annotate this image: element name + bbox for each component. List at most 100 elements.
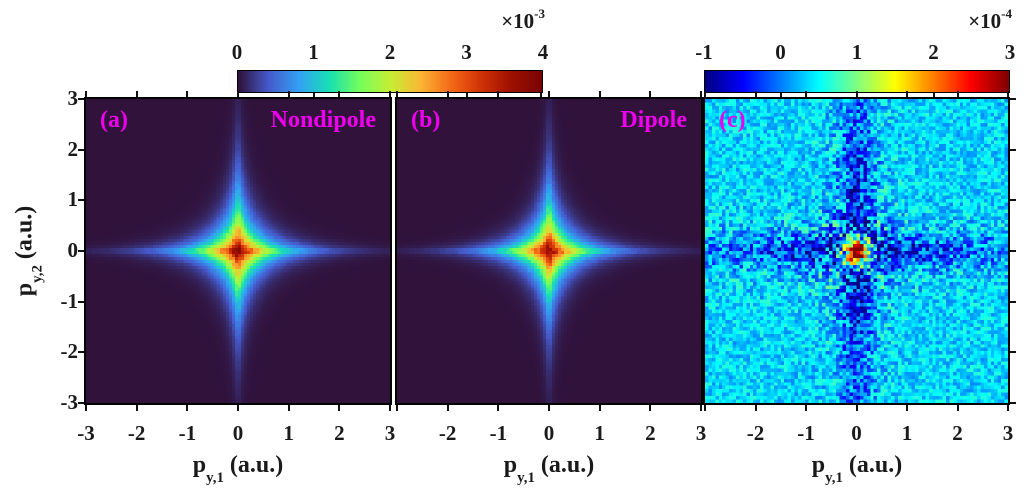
x-axis-label-b: py,1 (a.u.) (503, 452, 595, 486)
colorbar-c-exponent: ×10-4 (922, 6, 1012, 34)
x-tick (548, 91, 550, 97)
x-tick (704, 405, 706, 411)
colorbar-ab-exponent: ×10-3 (455, 6, 545, 34)
colorbar-tick-label: 3 (461, 40, 472, 64)
x-tick-label: 1 (594, 421, 605, 445)
x-axis-symbol: p (192, 452, 207, 478)
x-tick (396, 405, 398, 411)
exponent-power: -4 (1001, 6, 1012, 22)
x-tick (956, 91, 959, 97)
x-tick (548, 405, 550, 411)
x-axis-unit: (a.u.) (534, 452, 595, 478)
y-tick (78, 148, 84, 151)
x-axis-subscript: y,1 (517, 469, 535, 486)
x-tick-label: 0 (851, 421, 862, 445)
y-tick (78, 199, 84, 202)
x-tick-label: -2 (746, 421, 765, 445)
x-tick (85, 405, 87, 411)
colorbar-tick-label: 3 (1004, 40, 1016, 64)
x-tick (700, 91, 702, 97)
y-tick (78, 250, 84, 252)
colorbar-tick (932, 93, 935, 97)
x-tick (855, 405, 858, 411)
x-tick (396, 91, 398, 97)
x-tick-label: 1 (283, 421, 294, 445)
colorbar-tick-label: 0 (231, 40, 243, 64)
x-tick-label: 2 (952, 421, 963, 445)
colorbar-tick-label: 2 (928, 40, 939, 64)
x-axis-subscript: y,1 (206, 469, 224, 486)
y-tick (1010, 199, 1016, 202)
x-tick (649, 91, 652, 97)
y-tick (1010, 402, 1016, 404)
panel-c-label: (c) (719, 107, 746, 133)
x-tick (805, 91, 807, 97)
x-tick-label: -2 (127, 421, 146, 445)
y-tick-label: 2 (67, 136, 79, 161)
x-tick (135, 405, 138, 411)
panel-b-label: (b) (411, 107, 441, 133)
y-axis-subscript: y,2 (29, 265, 46, 283)
x-tick (497, 91, 500, 97)
y-tick (78, 300, 84, 303)
panel-a-title: Nondipole (270, 107, 376, 133)
x-tick-label: -1 (178, 421, 197, 445)
x-axis-symbol: p (503, 452, 518, 478)
y-tick (1010, 98, 1016, 100)
x-tick-label: -2 (438, 421, 457, 445)
y-tick-label: 0 (67, 238, 79, 262)
x-tick (389, 405, 391, 411)
colorbar-tick-label: 0 (775, 40, 786, 64)
x-tick (598, 91, 601, 97)
heatmap-canvas-c (705, 99, 1008, 403)
y-tick (1010, 250, 1016, 252)
exponent-base: ×10 (968, 9, 1002, 33)
x-tick (85, 91, 87, 97)
y-tick-label: -1 (60, 288, 79, 313)
y-tick (1010, 300, 1016, 303)
colorbar-ab (237, 70, 543, 93)
x-tick (237, 405, 239, 411)
colorbar-tick-label: 2 (384, 40, 396, 64)
x-tick (287, 91, 290, 97)
y-tick-label: 3 (67, 86, 79, 110)
x-tick (1007, 405, 1009, 411)
x-axis-subscript: y,1 (825, 469, 843, 486)
x-tick-label: 2 (334, 421, 345, 445)
y-tick (78, 402, 84, 404)
colorbar-tick (1007, 93, 1009, 97)
x-tick (287, 405, 290, 411)
colorbar-tick (389, 93, 391, 97)
y-tick (78, 98, 84, 100)
x-tick (649, 405, 652, 411)
colorbar-tick-label: 4 (537, 40, 549, 64)
y-tick-label: 1 (67, 187, 79, 212)
heatmap-panel-c: (c) (703, 97, 1010, 405)
heatmap-canvas-b (397, 99, 701, 403)
colorbar-c (704, 70, 1010, 93)
x-tick (497, 405, 500, 411)
y-axis-symbol: p (11, 282, 38, 297)
colorbar-tick (704, 93, 706, 97)
heatmap-canvas-a (86, 99, 390, 403)
colorbar-c-gradient (705, 71, 1009, 92)
x-axis-unit: (a.u.) (223, 452, 284, 478)
x-axis-unit: (a.u.) (842, 452, 903, 478)
exponent-power: -3 (534, 6, 545, 22)
colorbar-tick-label: -1 (695, 40, 713, 64)
x-tick (805, 405, 807, 411)
y-axis-unit: (a.u.) (11, 205, 38, 266)
x-tick-label: 2 (645, 421, 656, 445)
x-tick (446, 405, 449, 411)
y-tick-label: -2 (60, 339, 79, 364)
y-tick-label: -3 (60, 390, 79, 414)
x-tick (598, 405, 601, 411)
heatmap-panel-a: (a) Nondipole (84, 97, 392, 405)
x-tick-label: 3 (695, 421, 707, 445)
x-tick (906, 405, 908, 411)
colorbar-tick (312, 93, 315, 97)
x-tick-label: -1 (797, 421, 815, 445)
x-tick (906, 91, 908, 97)
x-tick (446, 91, 449, 97)
